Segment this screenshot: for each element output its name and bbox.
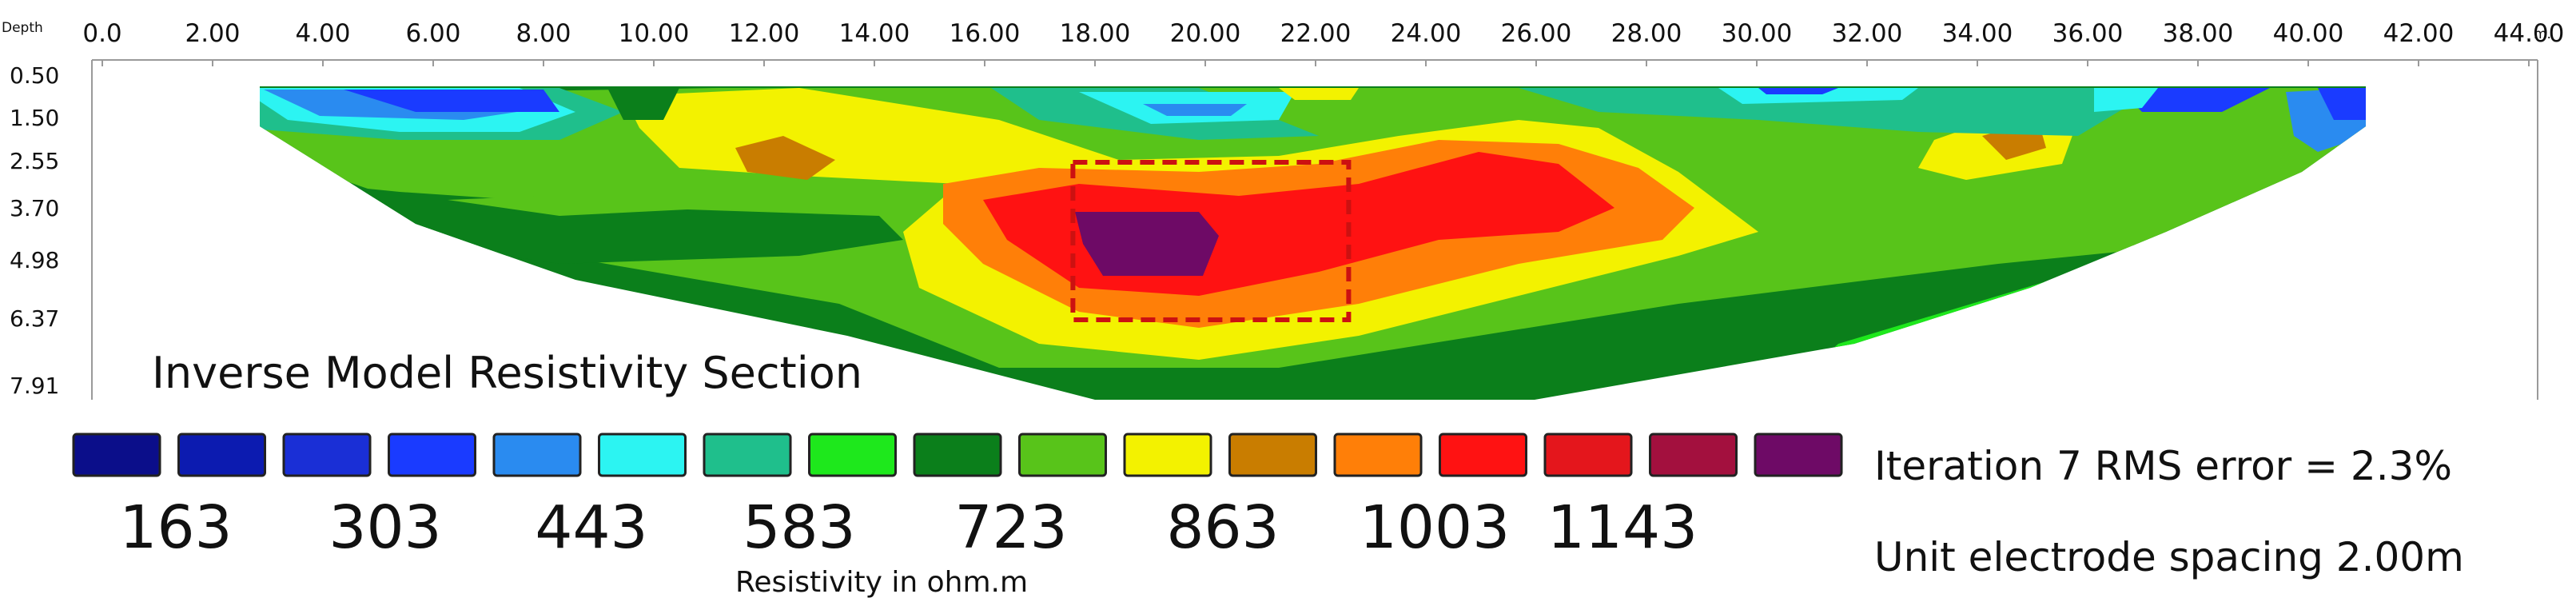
y-tick-label: 6.37 xyxy=(10,305,59,332)
x-tick-label: 24.00 xyxy=(1391,19,1462,48)
x-tick-label: 26.00 xyxy=(1501,19,1572,48)
x-tick-label: 14.00 xyxy=(839,19,910,48)
x-tick-label: 10.00 xyxy=(619,19,690,48)
x-tick-label: 6.00 xyxy=(405,19,460,48)
x-tick-label: 0.0 xyxy=(82,19,121,48)
color-swatch xyxy=(1439,433,1527,477)
color-swatch xyxy=(1754,433,1843,477)
iteration-text: Iteration 7 RMS error = 2.3% xyxy=(1874,443,2452,489)
x-tick-label: 30.00 xyxy=(1722,19,1793,48)
color-scale-label: 163 xyxy=(119,493,232,562)
x-tick-label: 34.00 xyxy=(1942,19,2013,48)
spacing-text: Unit electrode spacing 2.00m xyxy=(1874,534,2464,580)
depth-axis-label: Depth xyxy=(2,20,43,36)
y-tick-label: 3.70 xyxy=(10,195,59,221)
x-tick-label: 16.00 xyxy=(950,19,1021,48)
y-tick-label: 4.98 xyxy=(10,247,59,273)
color-swatch xyxy=(388,433,476,477)
color-swatch xyxy=(1228,433,1317,477)
color-scale-labels: 163 303 443 583 723 863 1003 1143 xyxy=(119,493,1698,562)
color-swatch xyxy=(1543,433,1633,477)
x-tick-label: 8.00 xyxy=(516,19,571,48)
x-tick-label: 36.00 xyxy=(2052,19,2124,48)
x-tick-label: 40.00 xyxy=(2273,19,2344,48)
y-tick-labels: 0.50 1.50 2.55 3.70 4.98 6.37 7.91 xyxy=(10,62,59,399)
color-swatch xyxy=(703,433,792,477)
color-scale xyxy=(72,433,1843,477)
color-swatch xyxy=(913,433,1002,477)
section-title: Inverse Model Resistivity Section xyxy=(152,348,862,398)
x-tick-label: 2.00 xyxy=(185,19,240,48)
y-tick-label: 7.91 xyxy=(10,373,59,399)
color-scale-label: 583 xyxy=(743,493,855,562)
top-tick-marks xyxy=(102,60,2530,66)
y-tick-label: 1.50 xyxy=(10,105,59,131)
x-axis-unit: m. xyxy=(2534,26,2551,42)
x-tick-label: 20.00 xyxy=(1170,19,1241,48)
color-scale-label: 443 xyxy=(535,493,647,562)
color-scale-label: 303 xyxy=(328,493,441,562)
color-swatch xyxy=(177,433,266,477)
color-scale-unit: Resistivity in ohm.m xyxy=(735,566,1028,599)
color-swatch xyxy=(1649,433,1738,477)
x-tick-label: 28.00 xyxy=(1611,19,1682,48)
x-tick-label: 12.00 xyxy=(729,19,800,48)
color-swatch xyxy=(1123,433,1212,477)
color-swatch xyxy=(72,433,161,477)
highlight-box xyxy=(1070,160,1352,322)
color-scale-label: 723 xyxy=(954,493,1067,562)
x-tick-label: 42.00 xyxy=(2383,19,2455,48)
x-tick-labels: 0.0 2.00 4.00 6.00 8.00 10.00 12.00 14.00 16.00 1… xyxy=(82,19,2564,48)
x-tick-label: 4.00 xyxy=(295,19,350,48)
color-scale-label: 1003 xyxy=(1360,493,1510,562)
y-tick-label: 0.50 xyxy=(10,62,59,89)
color-swatch xyxy=(598,433,687,477)
x-tick-label: 18.00 xyxy=(1060,19,1131,48)
color-swatch xyxy=(1018,433,1107,477)
color-swatch xyxy=(492,433,582,477)
color-swatch xyxy=(1333,433,1423,477)
x-tick-label: 22.00 xyxy=(1280,19,1352,48)
y-tick-label: 2.55 xyxy=(10,148,59,174)
color-scale-label: 1143 xyxy=(1547,493,1698,562)
x-tick-label: 32.00 xyxy=(1832,19,1903,48)
x-tick-label: 44.00 xyxy=(2494,19,2565,48)
color-swatch xyxy=(282,433,372,477)
color-scale-label: 863 xyxy=(1166,493,1279,562)
color-swatch xyxy=(808,433,897,477)
x-tick-label: 38.00 xyxy=(2163,19,2234,48)
